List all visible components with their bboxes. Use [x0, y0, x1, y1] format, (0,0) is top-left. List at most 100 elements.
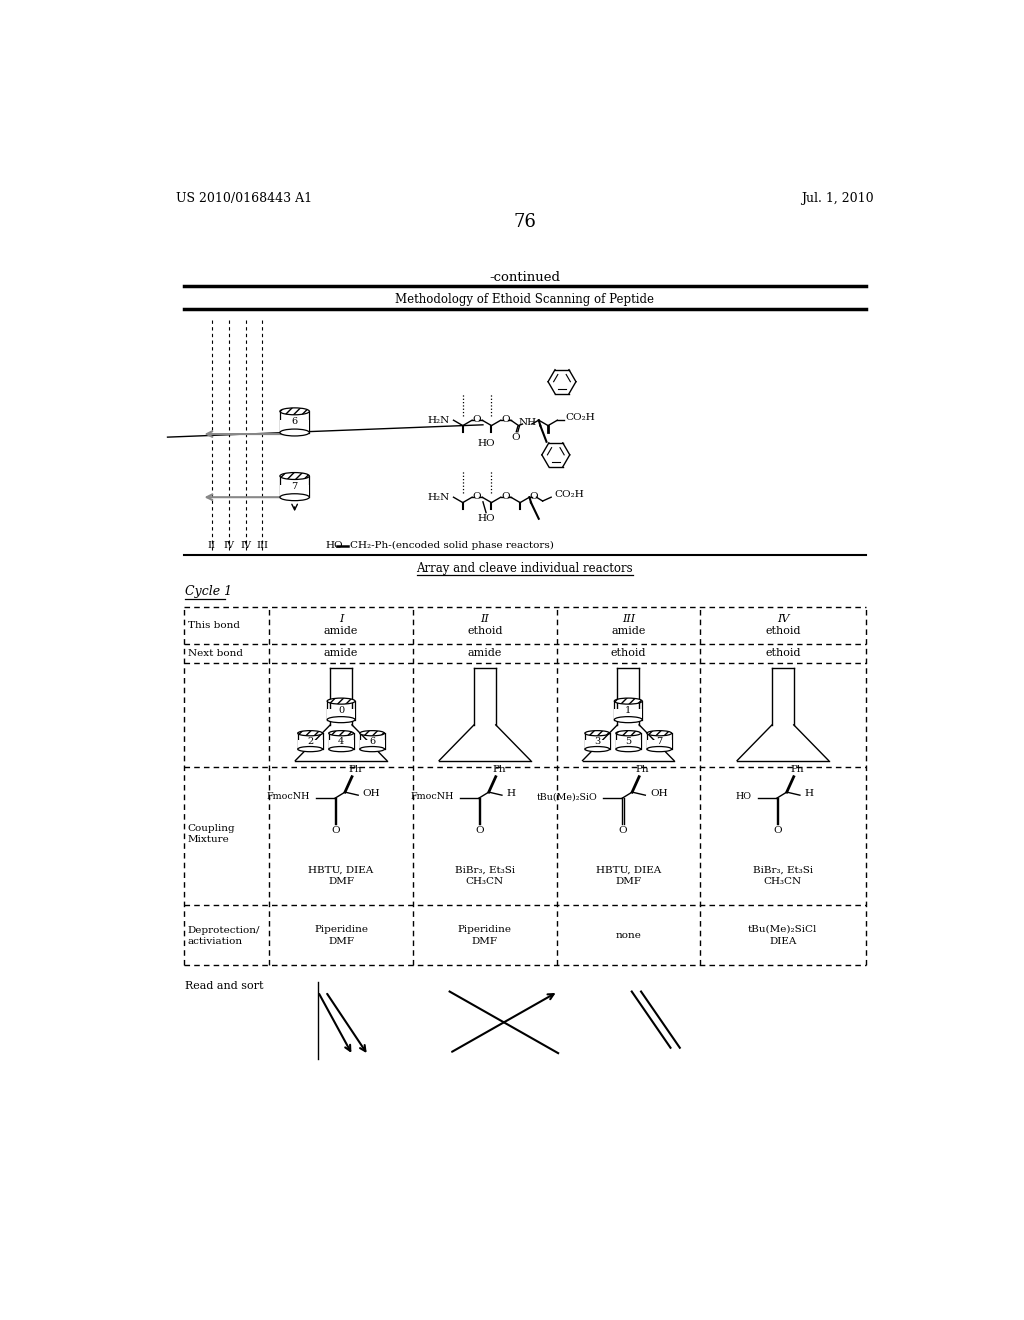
Text: HBTU, DIEA: HBTU, DIEA — [596, 866, 660, 875]
Text: H: H — [805, 789, 814, 799]
Bar — [614, 709, 642, 719]
Text: amide: amide — [324, 626, 358, 636]
Text: ethoid: ethoid — [765, 648, 801, 659]
Text: II: II — [480, 614, 489, 624]
Text: DIEA: DIEA — [769, 937, 797, 946]
Ellipse shape — [298, 731, 323, 735]
Text: O: O — [511, 433, 520, 442]
Ellipse shape — [359, 731, 385, 735]
Text: Next bond: Next bond — [187, 648, 243, 657]
Text: FmocNH: FmocNH — [266, 792, 310, 801]
Text: BiBr₃, Et₃Si: BiBr₃, Et₃Si — [753, 866, 813, 875]
Text: DMF: DMF — [615, 876, 641, 886]
Text: BiBr₃, Et₃Si: BiBr₃, Et₃Si — [455, 866, 515, 875]
Bar — [329, 741, 353, 750]
Bar — [615, 741, 641, 750]
Ellipse shape — [329, 731, 353, 735]
Ellipse shape — [298, 747, 323, 751]
Ellipse shape — [280, 429, 309, 436]
Text: Jul. 1, 2010: Jul. 1, 2010 — [801, 191, 873, 205]
Text: 0: 0 — [338, 706, 344, 715]
Ellipse shape — [615, 747, 641, 751]
Ellipse shape — [614, 698, 642, 704]
Text: O: O — [529, 492, 539, 500]
Text: O: O — [501, 492, 510, 500]
Text: Ph: Ph — [492, 764, 506, 774]
Text: Cycle 1: Cycle 1 — [184, 585, 231, 598]
Text: tBu(Me)₂SiO: tBu(Me)₂SiO — [537, 792, 597, 801]
Ellipse shape — [647, 731, 672, 735]
Text: CH₃CN: CH₃CN — [466, 876, 504, 886]
Text: HO: HO — [326, 541, 343, 550]
Bar — [359, 741, 385, 750]
Text: US 2010/0168443 A1: US 2010/0168443 A1 — [176, 191, 312, 205]
Text: Mixture: Mixture — [187, 836, 229, 845]
Ellipse shape — [585, 747, 609, 751]
Ellipse shape — [614, 717, 642, 722]
Text: O: O — [472, 492, 481, 500]
Text: tBu(Me)₂SiCl: tBu(Me)₂SiCl — [749, 925, 817, 933]
Text: 7: 7 — [656, 737, 663, 746]
Text: III: III — [256, 541, 268, 550]
Text: CH₃CN: CH₃CN — [764, 876, 802, 886]
Text: amide: amide — [468, 648, 502, 659]
Text: -continued: -continued — [489, 271, 560, 284]
Text: O: O — [618, 826, 627, 836]
Ellipse shape — [280, 473, 309, 479]
Text: activiation: activiation — [187, 937, 243, 946]
Text: II: II — [208, 541, 216, 550]
Text: Ph: Ph — [636, 764, 649, 774]
Text: IV: IV — [223, 541, 234, 550]
Text: Ph: Ph — [348, 764, 361, 774]
Text: DMF: DMF — [328, 876, 354, 886]
Text: H: H — [507, 789, 516, 799]
Text: OH: OH — [650, 789, 668, 799]
Text: H₂N: H₂N — [427, 416, 450, 425]
Text: DMF: DMF — [472, 937, 498, 946]
Bar — [298, 741, 323, 750]
Text: 5: 5 — [626, 737, 632, 746]
Text: amide: amide — [324, 648, 358, 659]
Ellipse shape — [359, 747, 385, 751]
Text: Array and cleave individual reactors: Array and cleave individual reactors — [417, 562, 633, 576]
Text: ethoid: ethoid — [610, 648, 646, 659]
Text: I: I — [339, 614, 343, 624]
Text: O: O — [773, 826, 781, 836]
Text: 76: 76 — [513, 213, 537, 231]
Text: HO: HO — [477, 515, 495, 523]
Ellipse shape — [280, 408, 309, 414]
Text: Piperidine: Piperidine — [458, 925, 512, 933]
Text: Coupling: Coupling — [187, 824, 236, 833]
Bar — [328, 709, 355, 719]
Text: ethoid: ethoid — [765, 626, 801, 636]
Text: amide: amide — [611, 626, 645, 636]
Text: III: III — [622, 614, 635, 624]
Text: O: O — [332, 826, 340, 836]
Ellipse shape — [615, 731, 641, 735]
Text: OH: OH — [362, 789, 381, 799]
Text: CH₂-Ph-(encoded solid phase reactors): CH₂-Ph-(encoded solid phase reactors) — [349, 541, 554, 550]
Text: IV: IV — [776, 614, 790, 624]
Text: DMF: DMF — [328, 937, 354, 946]
Text: O: O — [501, 414, 510, 424]
Text: Deprotection/: Deprotection/ — [187, 927, 260, 935]
Text: HBTU, DIEA: HBTU, DIEA — [308, 866, 374, 875]
Bar — [280, 484, 309, 498]
Text: 1: 1 — [625, 706, 632, 715]
Text: none: none — [615, 931, 641, 940]
Text: This bond: This bond — [187, 620, 240, 630]
Text: 2: 2 — [307, 737, 313, 746]
Text: 4: 4 — [338, 737, 344, 746]
Text: CO₂H: CO₂H — [554, 491, 584, 499]
Text: O: O — [472, 414, 481, 424]
Text: Ph: Ph — [790, 764, 804, 774]
Text: NH: NH — [518, 418, 537, 426]
Ellipse shape — [329, 747, 353, 751]
Bar — [647, 741, 672, 750]
Text: CO₂H: CO₂H — [566, 413, 596, 422]
Text: HO: HO — [736, 792, 752, 801]
Text: Read and sort: Read and sort — [184, 981, 263, 991]
Text: O: O — [475, 826, 483, 836]
Text: 3: 3 — [594, 737, 600, 746]
Ellipse shape — [280, 494, 309, 500]
